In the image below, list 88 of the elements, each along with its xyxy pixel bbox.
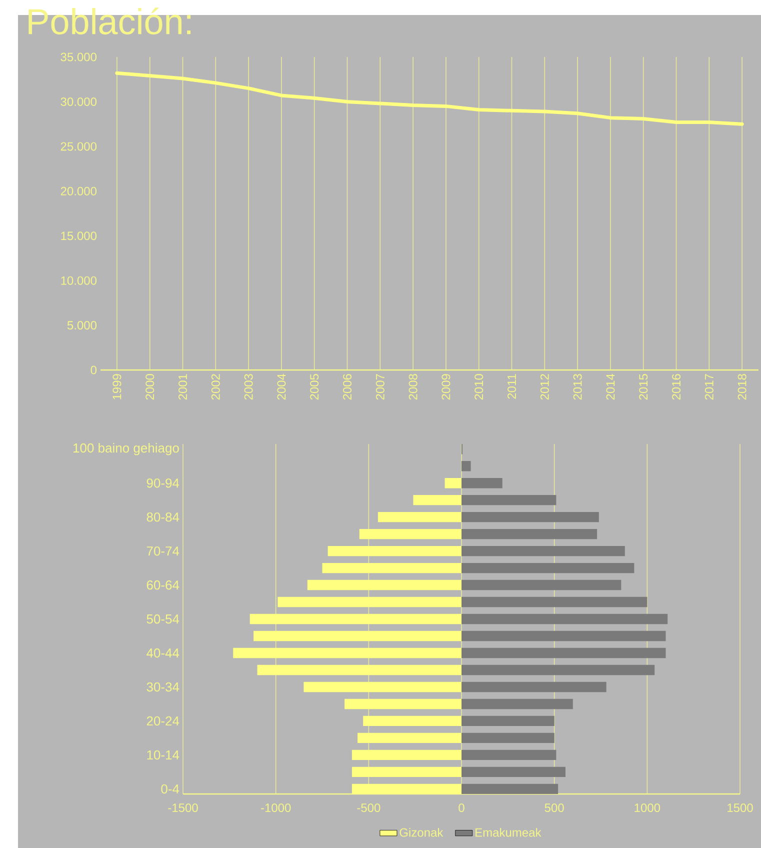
bar bbox=[278, 596, 462, 608]
y-tick-label: 10.000 bbox=[61, 276, 97, 285]
bar bbox=[462, 664, 655, 676]
bar bbox=[352, 766, 462, 778]
y-tick-label: 80-84 bbox=[146, 512, 180, 522]
bar bbox=[462, 750, 556, 760]
x-tick-label: 2010 bbox=[474, 374, 484, 400]
legend-label: Emakumeak bbox=[476, 828, 542, 837]
bar bbox=[254, 630, 462, 642]
bar bbox=[462, 716, 554, 726]
legend-label: Gizonak bbox=[400, 828, 444, 837]
y-tick-label: 15.000 bbox=[61, 232, 97, 240]
x-tick-label: 2012 bbox=[540, 374, 549, 400]
y-tick-label: 0-4 bbox=[161, 784, 180, 794]
y-tick-label: 20.000 bbox=[60, 186, 97, 196]
x-tick-label: 2008 bbox=[408, 374, 418, 400]
x-tick-label: 2001 bbox=[178, 374, 188, 400]
bar bbox=[250, 614, 462, 624]
bar bbox=[462, 546, 625, 556]
bar bbox=[462, 512, 599, 522]
x-tick-label: 500 bbox=[544, 804, 564, 812]
bar bbox=[462, 682, 606, 692]
x-tick-label: 2013 bbox=[573, 374, 582, 400]
y-tick-label: 10-14 bbox=[147, 750, 180, 760]
bar bbox=[462, 698, 573, 710]
bar bbox=[363, 716, 462, 726]
bar bbox=[352, 750, 462, 760]
bar bbox=[462, 461, 471, 472]
bar bbox=[462, 596, 648, 608]
x-tick-label: 2003 bbox=[244, 374, 253, 400]
x-tick-label: 1500 bbox=[728, 804, 753, 812]
bar bbox=[344, 698, 462, 710]
bar bbox=[307, 580, 462, 590]
x-tick-label: 1999 bbox=[112, 374, 122, 400]
y-tick-label: 0 bbox=[90, 366, 97, 374]
bar bbox=[444, 478, 462, 488]
x-tick-label: -1000 bbox=[261, 804, 291, 812]
bar bbox=[462, 494, 556, 506]
bar bbox=[462, 478, 502, 488]
x-tick-label: 2002 bbox=[211, 374, 220, 400]
y-tick-label: 100 baino gehiago bbox=[73, 443, 179, 456]
x-tick-label: 2018 bbox=[738, 374, 746, 400]
bar bbox=[257, 664, 462, 676]
x-tick-label: 2007 bbox=[376, 374, 384, 400]
x-tick-label: 2017 bbox=[704, 374, 714, 400]
bar bbox=[304, 682, 462, 692]
bar bbox=[462, 580, 622, 590]
bar bbox=[462, 766, 566, 778]
bar bbox=[322, 562, 462, 574]
bar bbox=[462, 784, 558, 794]
bar bbox=[413, 494, 462, 506]
x-tick-label: 2014 bbox=[606, 374, 615, 400]
x-tick-label: 2004 bbox=[277, 374, 286, 400]
x-tick-label: 0 bbox=[458, 804, 464, 812]
bar bbox=[233, 648, 462, 658]
y-tick-label: 25.000 bbox=[60, 142, 97, 151]
bar bbox=[462, 630, 666, 642]
x-tick-label: -500 bbox=[357, 804, 380, 812]
y-tick-label: 40-44 bbox=[146, 648, 180, 658]
y-tick-label: 90-94 bbox=[146, 478, 180, 488]
y-tick-label: 30.000 bbox=[60, 97, 97, 106]
bar bbox=[462, 614, 668, 624]
x-tick-label: 2005 bbox=[310, 374, 319, 400]
x-tick-label: 2015 bbox=[639, 374, 648, 400]
x-tick-label: 2011 bbox=[508, 374, 516, 399]
x-tick-label: 2000 bbox=[146, 374, 154, 400]
y-tick-label: 60-64 bbox=[146, 580, 180, 590]
x-tick-label: 1000 bbox=[634, 804, 660, 812]
bar bbox=[462, 732, 554, 744]
bar bbox=[359, 528, 462, 540]
bar bbox=[462, 562, 634, 574]
bar bbox=[462, 528, 598, 540]
bar bbox=[462, 648, 666, 658]
x-tick-label: 2009 bbox=[442, 374, 450, 400]
bar bbox=[358, 732, 462, 744]
y-tick-label: 70-74 bbox=[146, 546, 180, 556]
bar bbox=[328, 546, 462, 556]
chart-title: Población: bbox=[28, 8, 191, 34]
y-tick-label: 35.000 bbox=[60, 52, 97, 62]
x-tick-label: 2016 bbox=[672, 374, 681, 400]
y-tick-label: 50-54 bbox=[146, 614, 180, 624]
x-tick-label: -1500 bbox=[168, 804, 198, 812]
bar bbox=[378, 512, 462, 522]
y-tick-label: 30-34 bbox=[146, 682, 180, 692]
line-series bbox=[115, 71, 744, 126]
y-tick-label: 5.000 bbox=[67, 321, 97, 330]
x-tick-label: 2006 bbox=[343, 374, 352, 400]
y-tick-label: 20-24 bbox=[146, 716, 180, 726]
